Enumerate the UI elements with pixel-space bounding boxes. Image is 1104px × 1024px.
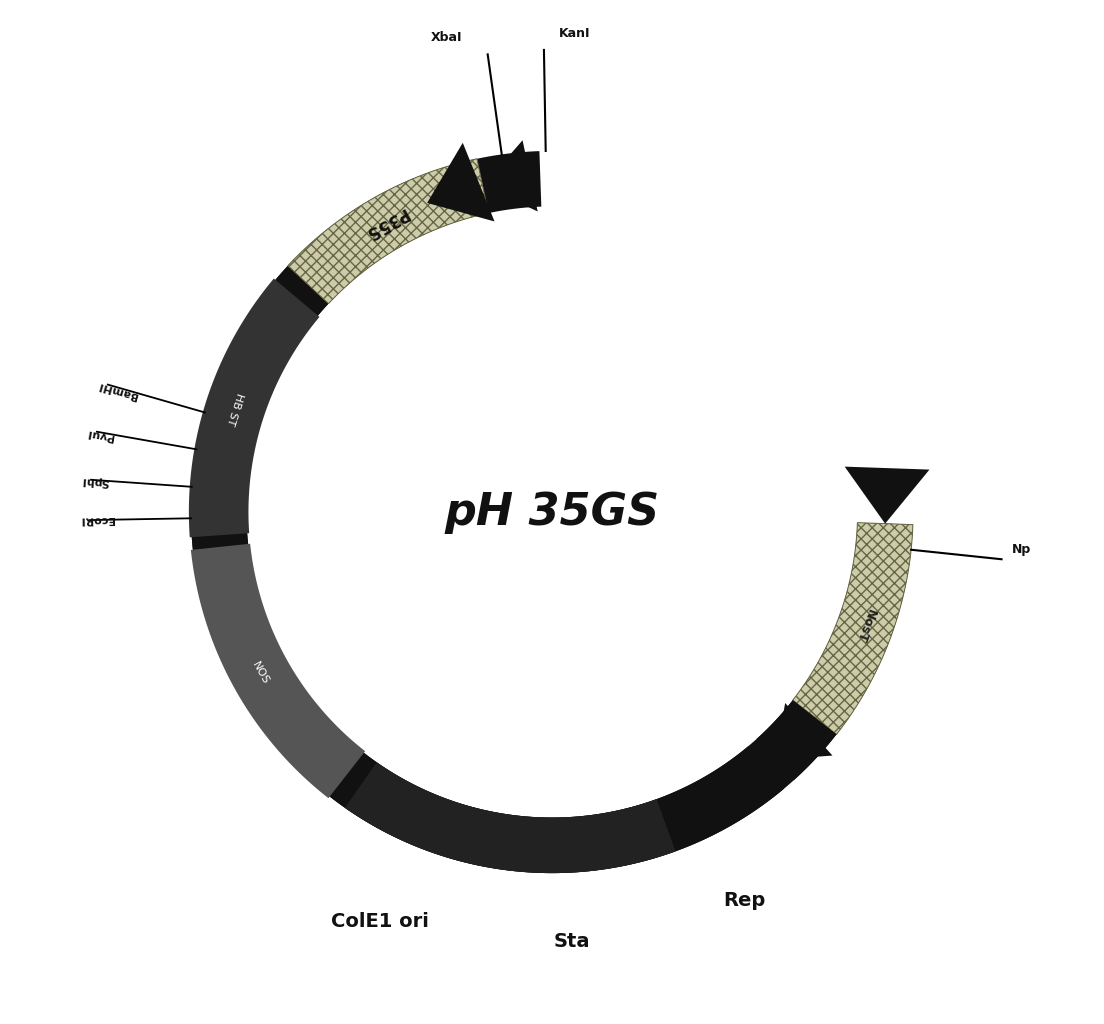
Text: ColE1 ori: ColE1 ori	[331, 911, 429, 931]
Polygon shape	[427, 142, 495, 221]
Text: HB ST: HB ST	[225, 391, 245, 426]
Text: SphI: SphI	[81, 475, 109, 486]
Polygon shape	[344, 762, 676, 873]
Polygon shape	[288, 159, 488, 303]
Polygon shape	[482, 140, 538, 211]
Text: BamHI: BamHI	[96, 380, 138, 400]
Text: P35S: P35S	[360, 204, 411, 243]
Polygon shape	[775, 703, 832, 760]
Polygon shape	[191, 152, 913, 873]
Polygon shape	[793, 522, 913, 734]
Text: EcoRI: EcoRI	[79, 514, 115, 525]
Text: Sta: Sta	[554, 932, 591, 951]
Text: Np: Np	[1011, 543, 1031, 556]
Text: PvuI: PvuI	[86, 427, 115, 441]
Text: pH 35GS: pH 35GS	[445, 490, 659, 534]
Polygon shape	[845, 467, 930, 523]
Polygon shape	[191, 177, 784, 873]
Text: NosT: NosT	[853, 607, 878, 645]
Text: NOS: NOS	[251, 660, 270, 687]
Polygon shape	[189, 279, 319, 538]
Text: XbaI: XbaI	[431, 32, 463, 44]
Polygon shape	[756, 700, 837, 780]
Text: KanI: KanI	[559, 27, 591, 40]
Text: GATEWAY: GATEWAY	[750, 239, 826, 314]
Text: Rep: Rep	[723, 892, 765, 910]
Polygon shape	[191, 544, 365, 798]
